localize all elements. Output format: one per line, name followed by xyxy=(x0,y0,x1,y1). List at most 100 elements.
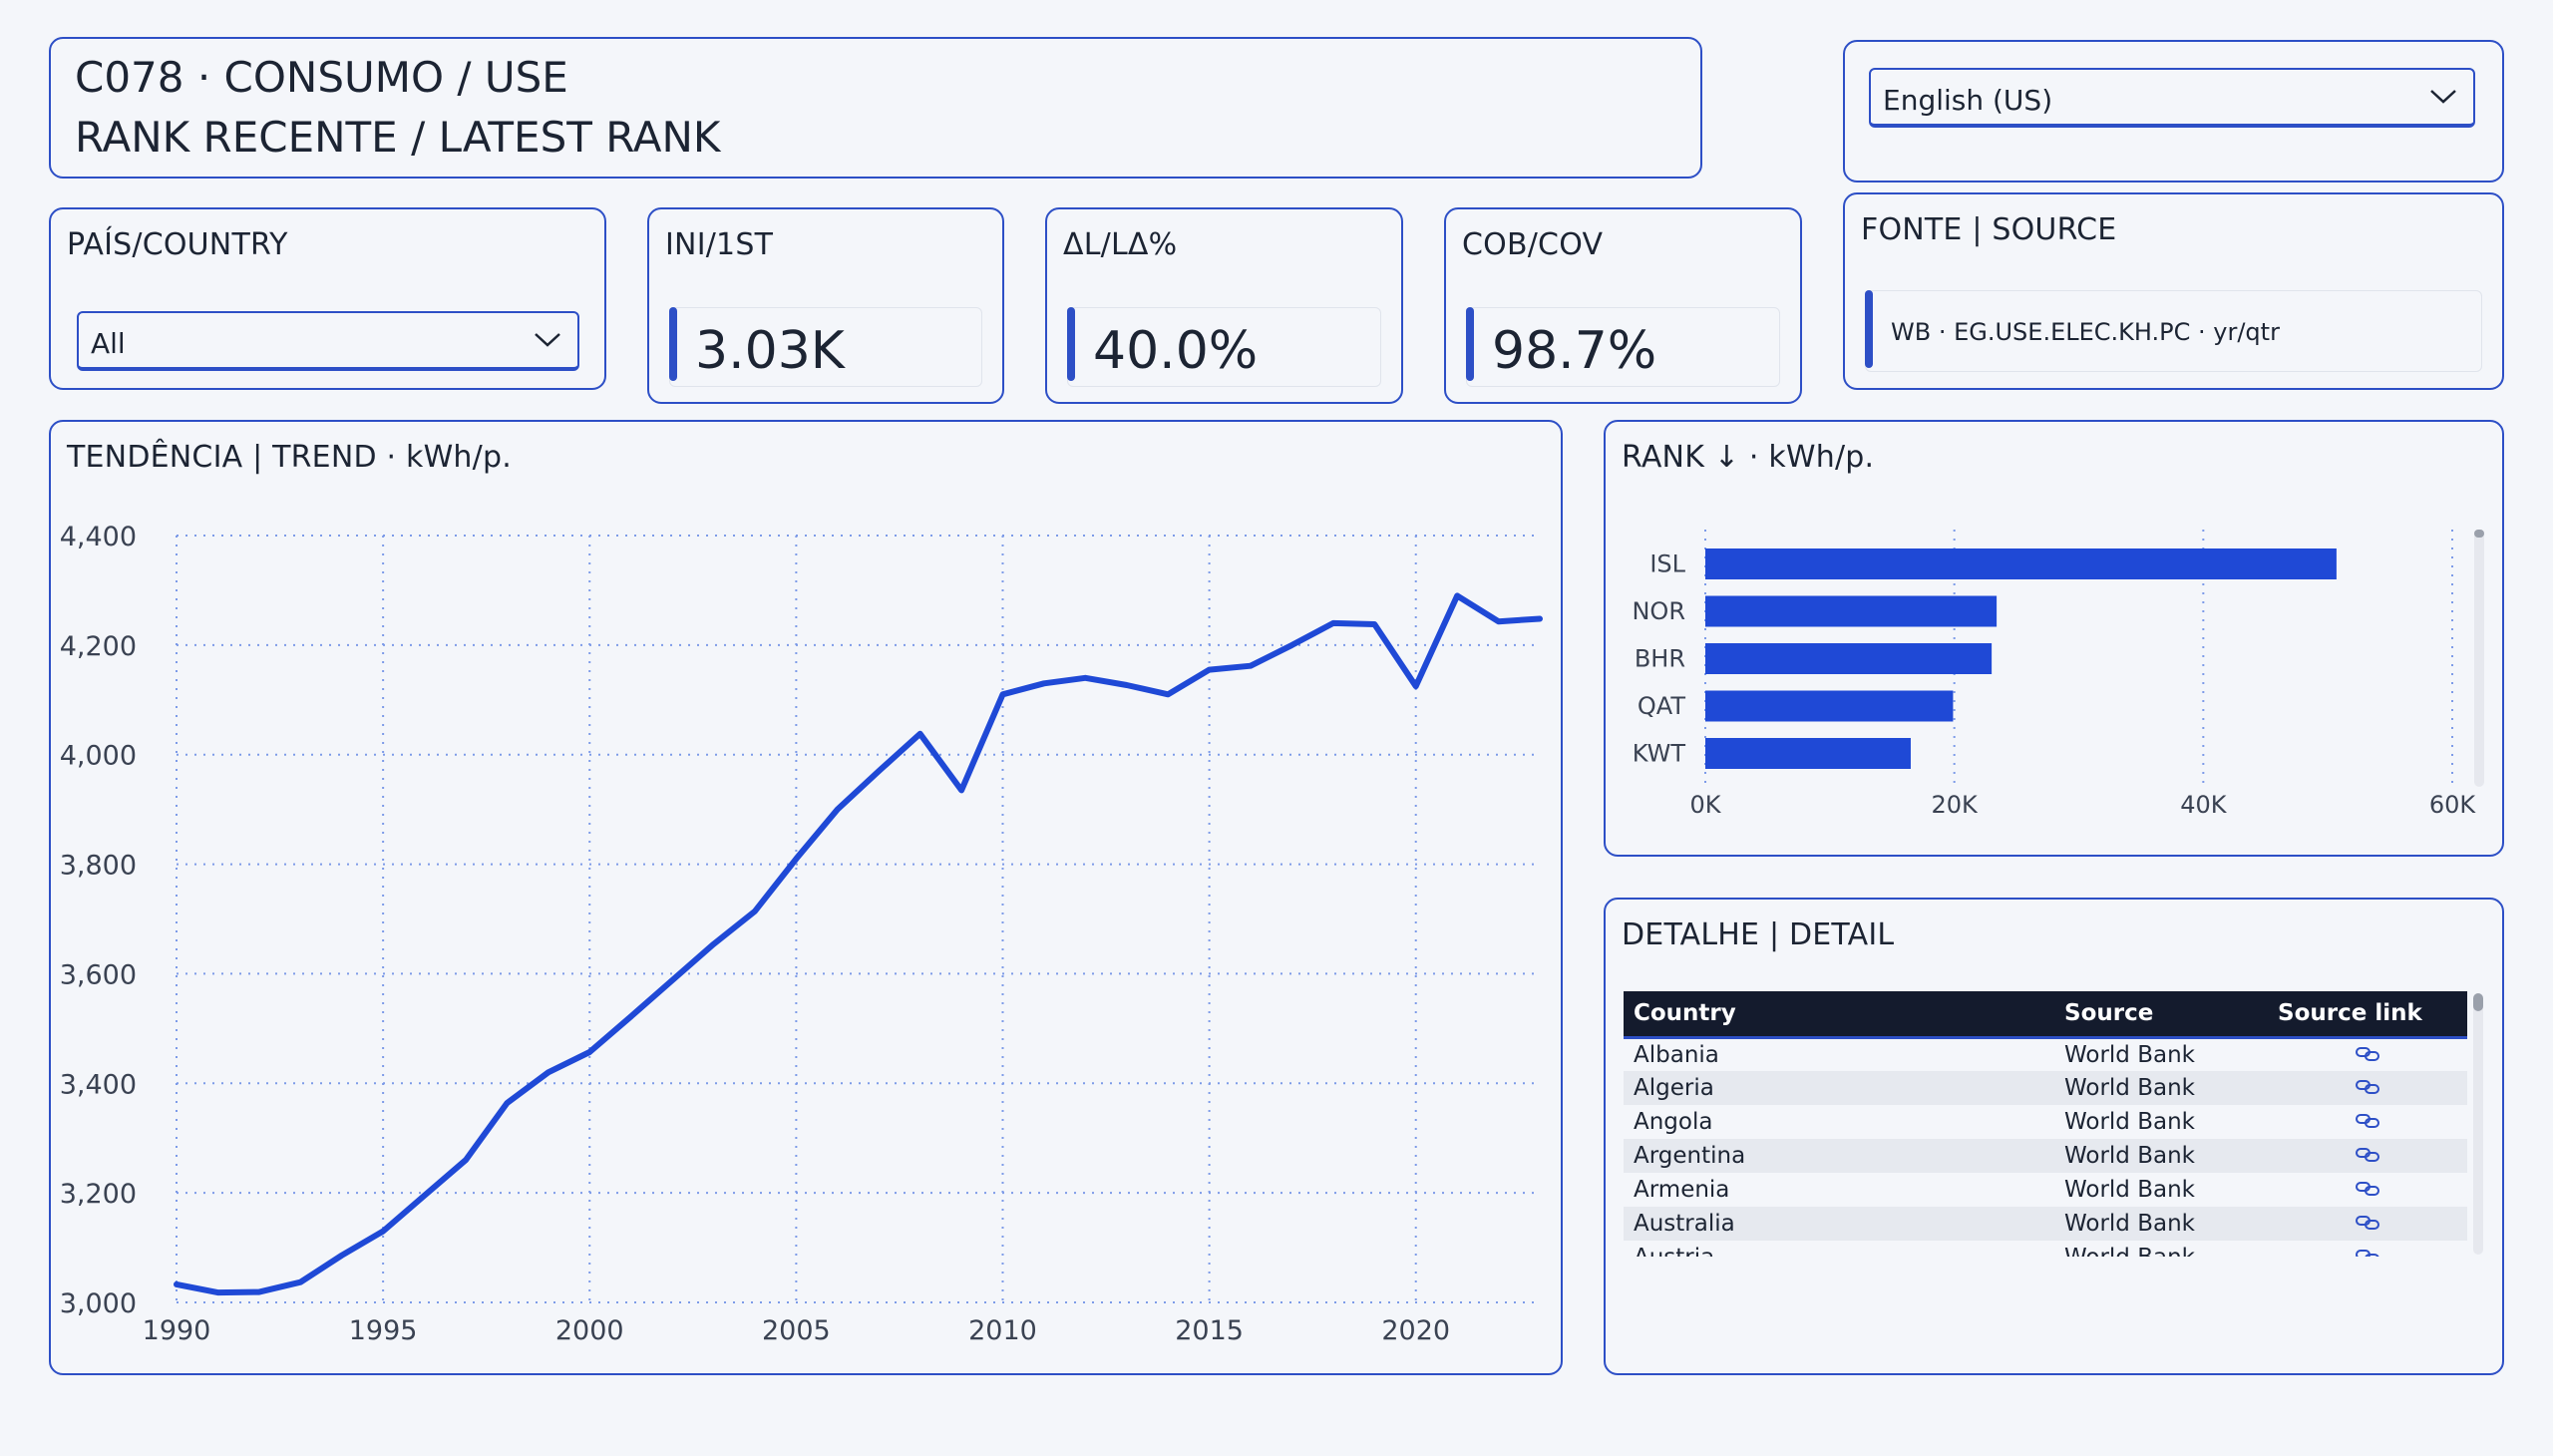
country-cell: Australia xyxy=(1624,1207,2054,1241)
column-header-country[interactable]: Country xyxy=(1624,991,2054,1039)
trend-data-point xyxy=(628,1013,634,1019)
trend-data-point xyxy=(1041,680,1047,686)
source-cell: World Bank xyxy=(2064,1177,2195,1203)
source-link-cell xyxy=(2268,1139,2467,1173)
chevron-down-icon xyxy=(2430,90,2456,104)
trend-data-point xyxy=(752,909,758,914)
trend-data-point xyxy=(339,1253,345,1259)
link-icon[interactable] xyxy=(2355,1079,2380,1095)
trend-data-point xyxy=(1207,667,1213,673)
table-scrollbar[interactable] xyxy=(2473,993,2483,1255)
source-card: FONTE | SOURCE WB · EG.USE.ELEC.KH.PC · … xyxy=(1843,192,2504,390)
x-tick-label: 0K xyxy=(1689,791,1721,819)
x-tick-label: 2005 xyxy=(762,1315,831,1346)
country-filter-title: PAÍS/COUNTRY xyxy=(67,227,288,262)
report-subtitle: RANK RECENTE / LATEST RANK xyxy=(75,113,721,162)
source-link-cell xyxy=(2268,1037,2467,1071)
kpi-value: 3.03K xyxy=(695,321,845,381)
rank-bar xyxy=(1705,595,1998,627)
trend-data-point xyxy=(1288,642,1294,648)
link-icon[interactable] xyxy=(2355,1215,2380,1231)
category-label: QAT xyxy=(1638,692,1685,720)
kpi-value: 40.0% xyxy=(1093,321,1259,381)
rank-chart-title: RANK ↓ · kWh/p. xyxy=(1622,440,1875,475)
country-cell: Algeria xyxy=(1624,1071,2054,1105)
table-row[interactable]: Angola World Bank xyxy=(1624,1105,2467,1139)
source-cell: World Bank xyxy=(2054,1071,2268,1105)
table-body: Albania World Bank Algeria World Bank Angola… xyxy=(1624,1037,2467,1257)
column-header-source[interactable]: Source xyxy=(2054,991,2268,1039)
column-header-source-link[interactable]: Source link xyxy=(2268,991,2467,1039)
language-card: English (US) xyxy=(1843,40,2504,182)
rank-chart-card: RANK ↓ · kWh/p. 0K 20K 40K 60K ISL NOR BHR QAT K… xyxy=(1604,420,2504,857)
trend-data-point xyxy=(380,1229,386,1235)
y-tick-label: 3,000 xyxy=(60,1288,137,1319)
detail-table-viewport[interactable]: Country Source Source link Albania World … xyxy=(1624,991,2467,1257)
kpi-title: INI/1ST xyxy=(665,227,774,262)
x-tick-label: 1990 xyxy=(143,1315,211,1346)
table-row[interactable]: Albania World Bank xyxy=(1624,1037,2467,1071)
trend-data-point xyxy=(793,856,799,862)
link-icon[interactable] xyxy=(2355,1181,2380,1197)
trend-data-point xyxy=(999,691,1005,697)
table-row[interactable]: Australia World Bank xyxy=(1624,1207,2467,1241)
source-link-cell xyxy=(2268,1173,2467,1207)
country-dropdown[interactable]: All xyxy=(77,311,579,371)
trend-line-chart[interactable]: 4,400 4,200 4,000 3,800 3,600 3,400 3,200 3,000… xyxy=(51,422,1561,1373)
trend-series-line xyxy=(174,592,1543,1296)
rank-bar-chart[interactable]: 0K 20K 40K 60K ISL NOR BHR QAT KWT xyxy=(1606,422,2502,855)
x-tick-label: 2020 xyxy=(1381,1315,1450,1346)
table-row[interactable]: Armenia World Bank xyxy=(1624,1173,2467,1207)
kpi-title: COB/COV xyxy=(1462,227,1604,262)
trend-chart-title: TENDÊNCIA | TREND · kWh/p. xyxy=(67,440,512,475)
y-tick-label: 4,200 xyxy=(60,631,137,662)
country-cell: Angola xyxy=(1634,1109,1713,1135)
header-card: C078 · CONSUMO / USE RANK RECENTE / LATE… xyxy=(49,37,1702,179)
category-label: NOR xyxy=(1632,597,1685,625)
source-cell: World Bank xyxy=(2064,1041,2195,1068)
table-row[interactable]: Algeria World Bank xyxy=(1624,1071,2467,1105)
link-icon[interactable] xyxy=(2355,1046,2380,1062)
x-tick-label: 2000 xyxy=(555,1315,624,1346)
detail-table-card: DETALHE | DETAIL Country Source Source l… xyxy=(1604,898,2504,1375)
rank-bar xyxy=(1705,690,1954,722)
kpi-accent-bar xyxy=(669,307,677,381)
table-scrollbar-thumb[interactable] xyxy=(2473,993,2483,1011)
link-icon[interactable] xyxy=(2355,1113,2380,1129)
source-accent-bar xyxy=(1865,290,1873,368)
trend-data-point xyxy=(1537,615,1543,621)
y-tick-label: 3,600 xyxy=(60,959,137,990)
category-label: KWT xyxy=(1633,740,1686,768)
y-tick-label: 4,000 xyxy=(60,741,137,772)
y-tick-label: 3,400 xyxy=(60,1069,137,1100)
trend-chart-card: TENDÊNCIA | TREND · kWh/p. 4,400 4,200 4,0… xyxy=(49,420,1563,1375)
country-value: All xyxy=(91,327,126,360)
trend-data-point xyxy=(504,1100,510,1106)
trend-data-point xyxy=(297,1279,303,1285)
country-filter-card: PAÍS/COUNTRY All xyxy=(49,207,606,390)
source-cell: World Bank xyxy=(2054,1207,2268,1241)
trend-data-point xyxy=(586,1049,592,1055)
link-icon[interactable] xyxy=(2355,1249,2380,1257)
trend-data-point xyxy=(958,787,964,793)
trend-data-point xyxy=(876,768,882,774)
trend-data-point xyxy=(1413,683,1419,689)
link-icon[interactable] xyxy=(2355,1147,2380,1163)
source-cell: World Bank xyxy=(2064,1109,2195,1135)
kpi-accent-bar xyxy=(1466,307,1474,381)
x-tick-label: 2010 xyxy=(968,1315,1037,1346)
x-tick-label: 40K xyxy=(2180,791,2228,819)
language-dropdown[interactable]: English (US) xyxy=(1869,68,2475,128)
rank-bar xyxy=(1705,548,2337,579)
trend-data-point xyxy=(917,731,923,737)
country-cell: Armenia xyxy=(1634,1177,1730,1203)
table-row[interactable]: AustriaWorld Bank xyxy=(1624,1241,2467,1257)
trend-data-point xyxy=(1124,682,1130,688)
x-tick-label: 20K xyxy=(1932,791,1980,819)
trend-data-point xyxy=(256,1289,262,1295)
rank-bar xyxy=(1705,738,1911,769)
category-label: ISL xyxy=(1649,550,1685,578)
table-row[interactable]: Argentina World Bank xyxy=(1624,1139,2467,1173)
trend-data-point xyxy=(835,807,841,813)
language-value: English (US) xyxy=(1883,84,2053,117)
